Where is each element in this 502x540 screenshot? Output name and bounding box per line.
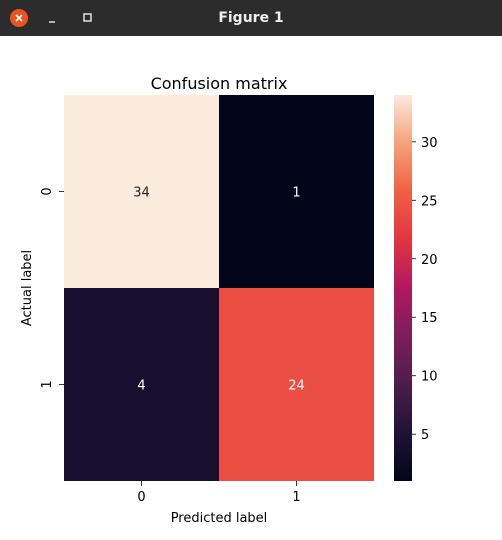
heatmap-cell (64, 95, 219, 288)
chart-title: Confusion matrix (151, 74, 288, 93)
window-title: Figure 1 (218, 10, 284, 26)
colorbar-tick-label: 15 (421, 311, 438, 326)
colorbar-tick-label: 25 (421, 194, 438, 209)
maximize-icon (83, 13, 92, 22)
y-axis-label: Actual label (20, 250, 35, 326)
minimize-button[interactable] (40, 8, 60, 28)
window-titlebar: Figure 1 (0, 0, 502, 36)
close-icon (15, 14, 23, 22)
x-tick-label: 1 (292, 490, 300, 505)
maximize-button[interactable] (76, 8, 96, 28)
heatmap-cell (219, 95, 374, 288)
cell-annotation: 1 (292, 186, 300, 201)
cell-annotation: 24 (288, 379, 305, 394)
heatmap-cell (219, 288, 374, 481)
figure-canvas: 34 1 4 24 0 1 0 1 5 10 15 20 25 30 Confusion matri… (0, 36, 502, 536)
x-tick-label: 0 (137, 490, 145, 505)
close-button[interactable] (10, 9, 28, 27)
x-axis-label: Predicted label (171, 511, 268, 526)
y-tick-label: 0 (40, 187, 55, 195)
colorbar-tick-label: 5 (421, 428, 429, 443)
colorbar (394, 95, 412, 481)
y-tick-label: 1 (40, 380, 55, 388)
confusion-matrix-chart: 34 1 4 24 0 1 0 1 5 10 15 20 25 30 Confusion matri… (20, 74, 438, 526)
colorbar-tick-label: 10 (421, 370, 438, 385)
minimize-icon (49, 21, 55, 23)
heatmap-cell (64, 288, 219, 481)
colorbar-tick-label: 20 (421, 253, 438, 268)
cell-annotation: 34 (133, 186, 150, 201)
colorbar-tick-label: 30 (421, 136, 438, 151)
cell-annotation: 4 (137, 379, 145, 394)
